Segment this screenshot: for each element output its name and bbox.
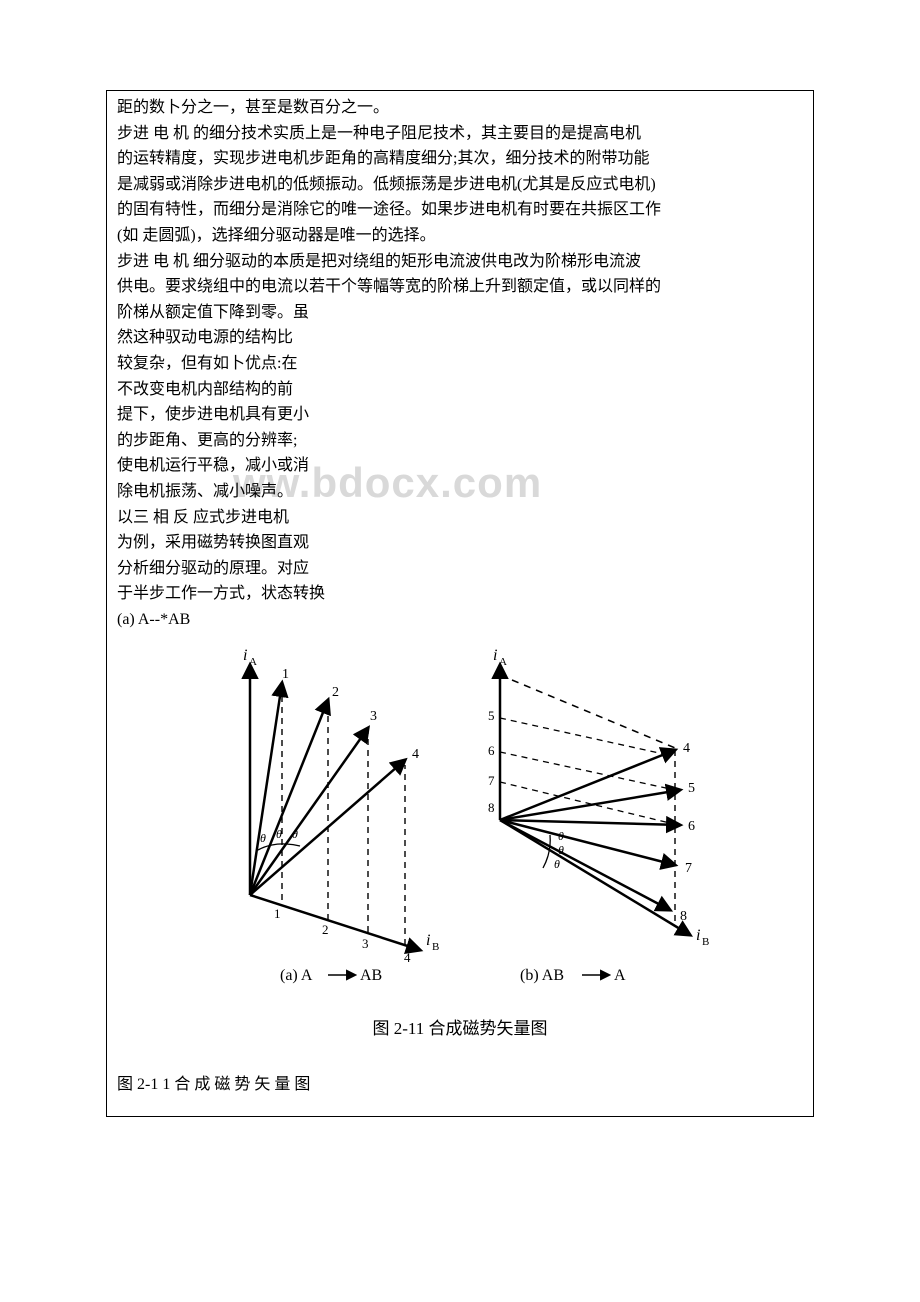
foot-label: 6: [488, 743, 495, 758]
subfigure-a: i A i B 1 2 3 4: [243, 647, 439, 984]
paragraph: 的步距角、更高的分辨率;: [117, 428, 803, 454]
vec-label: 8: [680, 909, 687, 924]
vec-label: 4: [683, 741, 690, 756]
subfigure-b: i A i B 4 5 6 7: [488, 647, 709, 984]
paragraph: 步进 电 机 的细分技术实质上是一种电子阻尼技术，其主要目的是提高电机: [117, 121, 803, 147]
magnetic-vector-diagram: i A i B 1 2 3 4: [190, 640, 730, 1000]
axis-sub: A: [249, 656, 257, 668]
vec-label: 6: [688, 819, 695, 834]
axis-label: i: [696, 927, 700, 944]
paragraph: 供电。要求绕组中的电流以若干个等幅等宽的阶梯上升到额定值，或以同样的: [117, 274, 803, 300]
paragraph: 使电机运行平稳，减小或消: [117, 453, 803, 479]
axis-label: i: [243, 647, 247, 664]
paragraph: 然这种驭动电源的结构比: [117, 325, 803, 351]
paragraph: 的固有特性，而细分是消除它的唯一途径。如果步进电机有时要在共振区工作: [117, 197, 803, 223]
foot-label: 8: [488, 800, 495, 815]
paragraph: 是减弱或消除步进电机的低频振动。低频振荡是步进电机(尤其是反应式电机): [117, 172, 803, 198]
paragraph: 分析细分驱动的原理。对应: [117, 556, 803, 582]
vec-label: 5: [688, 781, 695, 796]
foot-label: 3: [362, 936, 369, 951]
vec-label: 3: [370, 709, 377, 724]
subfig-a-label: (a) A: [280, 967, 313, 984]
paragraph: 的运转精度，实现步进电机步距角的高精度细分;其次，细分技术的附带功能: [117, 146, 803, 172]
foot-label: 2: [322, 922, 329, 937]
foot-label: 7: [488, 773, 495, 788]
vector-diagram: i A i B 1 2 3 4: [117, 640, 803, 1042]
paragraph: (a) A--*AB: [117, 607, 803, 633]
diagram-caption-below: 图 2-1 1 合 成 磁 势 矢 量 图: [117, 1072, 803, 1098]
paragraph: 阶梯从额定值下降到零。虽: [117, 300, 803, 326]
theta-label: θ: [276, 827, 282, 841]
axis-sub: B: [702, 936, 709, 948]
paragraph: 为例，采用磁势转换图直观: [117, 530, 803, 556]
theta-label: θ: [292, 827, 298, 841]
theta-label: θ: [558, 843, 564, 857]
axis-sub: B: [432, 941, 439, 953]
text-content: 距的数卜分之一，甚至是数百分之一。 步进 电 机 的细分技术实质上是一种电子阻尼…: [117, 95, 803, 1098]
axis-sub: A: [499, 656, 507, 668]
theta-label: θ: [558, 829, 564, 843]
paragraph: 步进 电 机 细分驱动的本质是把对绕组的矩形电流波供电改为阶梯形电流波: [117, 249, 803, 275]
paragraph: 除电机振荡、减小噪声。: [117, 479, 803, 505]
paragraph: 以三 相 反 应式步进电机: [117, 505, 803, 531]
theta-label: θ: [260, 831, 266, 845]
paragraph: 不改变电机内部结构的前: [117, 377, 803, 403]
vec-label: 1: [282, 667, 289, 682]
paragraph: 提下，使步进电机具有更小: [117, 402, 803, 428]
paragraph: (如 走圆弧)，选择细分驱动器是唯一的选择。: [117, 223, 803, 249]
subfig-b-label: (b) AB: [520, 967, 564, 984]
foot-label: 5: [488, 708, 495, 723]
paragraph: 于半步工作一方式，状态转换: [117, 581, 803, 607]
vec-label: 7: [685, 861, 692, 876]
subfig-b-label2: A: [614, 967, 626, 984]
foot-label: 1: [274, 906, 281, 921]
vec-label: 2: [332, 685, 339, 700]
theta-label: θ: [554, 857, 560, 871]
document-page: 距的数卜分之一，甚至是数百分之一。 步进 电 机 的细分技术实质上是一种电子阻尼…: [106, 90, 814, 1117]
axis-label: i: [493, 647, 497, 664]
paragraph: 距的数卜分之一，甚至是数百分之一。: [117, 95, 803, 121]
foot-label: 4: [404, 950, 411, 965]
diagram-caption-embedded: 图 2-11 合成磁势矢量图: [117, 1015, 803, 1042]
paragraph: 较复杂，但有如卜优点:在: [117, 351, 803, 377]
subfig-a-label2: AB: [360, 967, 382, 984]
vec-label: 4: [412, 747, 419, 762]
axis-label: i: [426, 932, 430, 949]
